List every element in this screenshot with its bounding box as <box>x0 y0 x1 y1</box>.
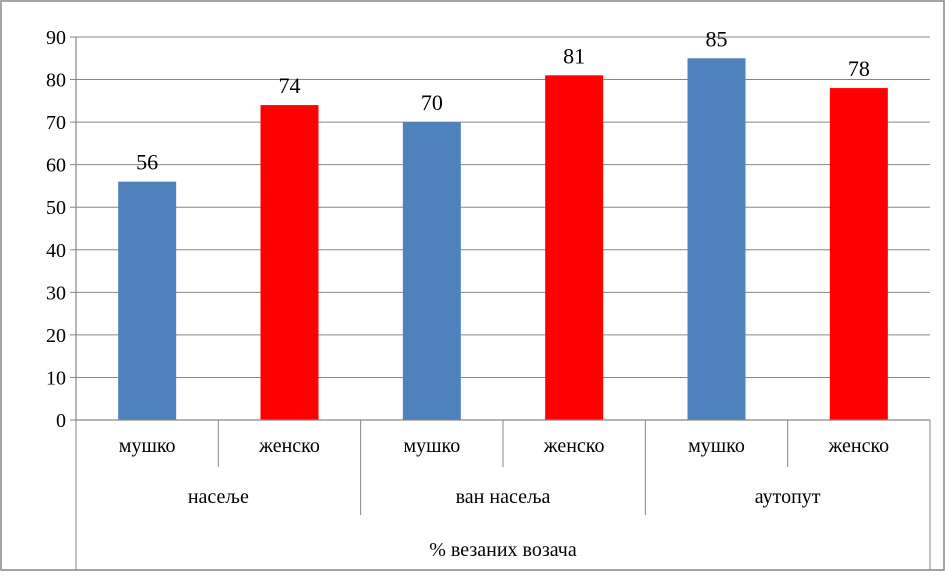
bar <box>829 88 888 421</box>
group-label: ван насеља <box>456 486 551 508</box>
y-tick-label: 70 <box>46 112 66 134</box>
gridlines <box>76 36 930 378</box>
bar <box>545 75 604 421</box>
group-label: насеље <box>188 486 249 508</box>
y-tick-label: 50 <box>46 197 66 219</box>
data-label: 74 <box>279 73 301 98</box>
y-tick-label: 80 <box>46 70 66 92</box>
category-label: женско <box>258 435 320 457</box>
y-tick-label: 10 <box>46 367 66 389</box>
data-label: 85 <box>706 26 728 51</box>
bar <box>118 181 177 420</box>
labels: 0 10 20 30 40 50 60 70 80 90 56 мушко 74 женско 70 мушк… <box>46 26 889 508</box>
axes <box>70 36 931 570</box>
bars <box>118 58 888 421</box>
y-tick-label: 40 <box>46 240 66 262</box>
category-label: мушко <box>119 435 176 457</box>
category-label: мушко <box>688 435 745 457</box>
y-tick-label: 20 <box>46 325 66 347</box>
data-label: 78 <box>848 56 870 81</box>
bar <box>687 58 746 421</box>
category-label: женско <box>827 435 889 457</box>
category-label: женско <box>543 435 605 457</box>
y-tick-label: 0 <box>56 410 66 432</box>
category-label: мушко <box>403 435 460 457</box>
y-tick-label: 60 <box>46 155 66 177</box>
group-label: аутопут <box>755 486 821 508</box>
axis-title: % везаних возача <box>429 539 577 561</box>
y-tick-label: 90 <box>46 27 66 49</box>
y-tick-label: 30 <box>46 282 66 304</box>
bar <box>402 122 461 420</box>
data-label: 56 <box>136 150 158 175</box>
data-label: 70 <box>421 90 443 115</box>
bar <box>260 105 319 420</box>
data-label: 81 <box>563 43 585 68</box>
